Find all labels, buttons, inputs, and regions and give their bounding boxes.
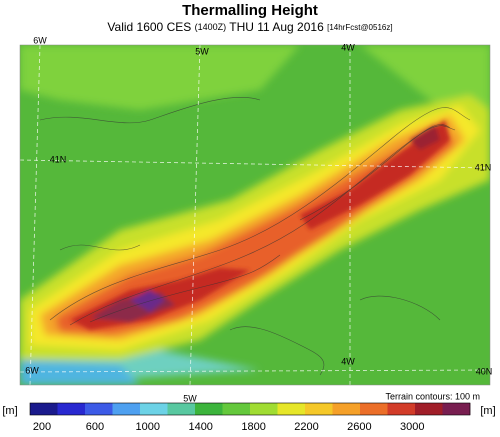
colorbar-tick-label: 1400 — [188, 421, 212, 433]
colorbar-swatch — [360, 403, 388, 415]
colorbar-swatch — [30, 403, 58, 415]
lon-label: 4W — [341, 42, 355, 52]
map-frame — [19, 44, 491, 386]
colorbar-swatch — [195, 403, 223, 415]
lon-label: 4W — [341, 356, 355, 366]
colorbar-tick-label: 2600 — [347, 421, 371, 433]
zulu: (1400Z) — [195, 22, 227, 32]
colorbar-frame — [29, 402, 471, 416]
colorbar-tick-label: 2200 — [294, 421, 318, 433]
colorbar-tick-label: 3000 — [400, 421, 424, 433]
colorbar-tick-label: 600 — [86, 421, 104, 433]
colorbar-tick-label: 1800 — [241, 421, 265, 433]
colorbar-swatch — [85, 403, 113, 415]
lon-label: 5W — [195, 46, 209, 56]
colorbar-swatch — [250, 403, 278, 415]
date: THU 11 Aug 2016 — [229, 20, 324, 34]
colorbar-swatch — [57, 403, 86, 415]
colorbar-swatch — [305, 403, 333, 415]
forecast: [14hrFcst@0516z] — [327, 23, 392, 32]
colorbar-swatch — [112, 403, 141, 415]
lat-label: 41N — [475, 162, 492, 172]
colorbar-swatch — [167, 403, 196, 415]
lon-label: 6W — [25, 365, 39, 375]
unit-label: [m] — [480, 405, 495, 417]
colorbar-swatch — [387, 403, 416, 415]
contour-note: Terrain contours: 100 m — [385, 391, 480, 401]
title: Thermalling Height — [182, 2, 318, 19]
colorbar-swatch — [222, 403, 251, 415]
colorbar-swatch — [332, 403, 361, 415]
lat-label: 41N — [50, 154, 67, 164]
colorbar-swatch — [140, 403, 168, 415]
valid: Valid 1600 CES — [107, 20, 191, 34]
colorbar-tick-label: 1000 — [136, 421, 160, 433]
colorbar-swatch — [415, 403, 443, 415]
lon-label: 5W — [183, 393, 197, 403]
colorbar-swatch — [277, 403, 306, 415]
colorbar-swatch — [442, 403, 471, 415]
lat-label: 40N — [476, 366, 493, 376]
colorbar-tick-label: 200 — [33, 421, 51, 433]
map-field — [20, 45, 490, 385]
subtitle: Valid 1600 CES (1400Z) THU 11 Aug 2016 [… — [107, 20, 392, 34]
colorbar: [m] [m] 200 600 1000 1400 1800 2200 2600 3000 — [2, 402, 496, 433]
lon-label: 6W — [33, 35, 47, 45]
unit-label: [m] — [2, 405, 17, 417]
